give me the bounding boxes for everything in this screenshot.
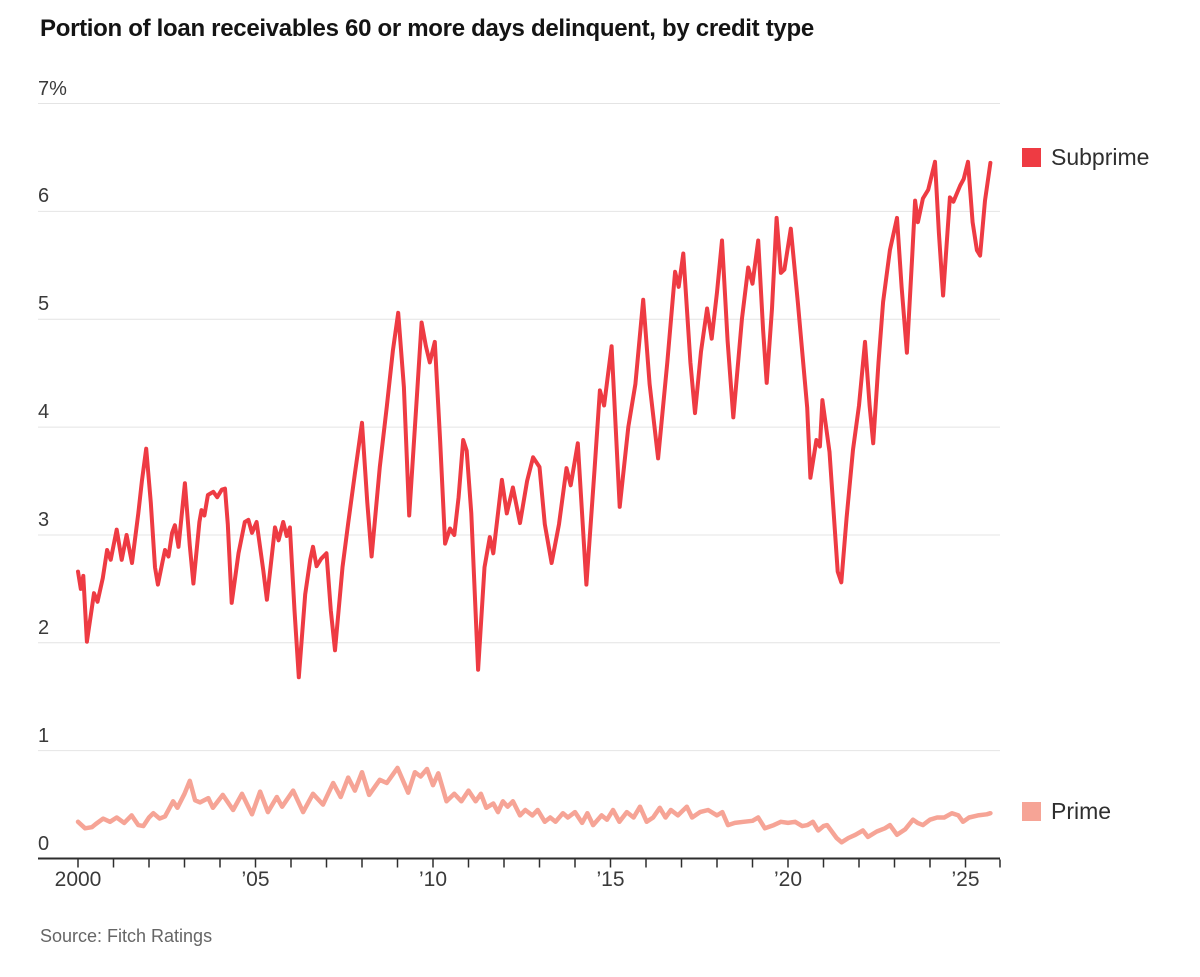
source-note: Source: Fitch Ratings [40,926,213,946]
x-tick-label-2000: 2000 [54,868,102,891]
x-tick-label-20: ’20 [773,868,803,891]
y-tick-label-5: 5 [38,293,50,316]
y-tick-label-7: 7% [38,77,67,100]
y-tick-label-3: 3 [38,508,50,531]
y-tick-label-2: 2 [38,616,50,639]
subprime-line [76,159,993,680]
legend-prime: Prime [1022,798,1111,825]
chart-title: Portion of loan receivables 60 or more d… [40,15,814,42]
y-tick-label-1: 1 [38,724,50,747]
y-tick-label-4: 4 [38,401,50,424]
prime-swatch-icon [1022,802,1041,821]
subprime-legend-label: Subprime [1051,144,1150,170]
subprime-swatch-icon [1022,148,1041,167]
x-tick-label-15: ’15 [596,868,625,891]
prime-legend-label: Prime [1051,798,1112,824]
prime-line [75,765,993,845]
x-tick-label-05: ’05 [241,868,270,891]
x-tick-label-10: ’10 [418,868,448,891]
x-tick-label-25: ’25 [951,868,980,891]
y-tick-label-0: 0 [38,832,50,855]
y-tick-label-6: 6 [38,185,50,208]
legend-subprime: Subprime [1022,144,1149,171]
